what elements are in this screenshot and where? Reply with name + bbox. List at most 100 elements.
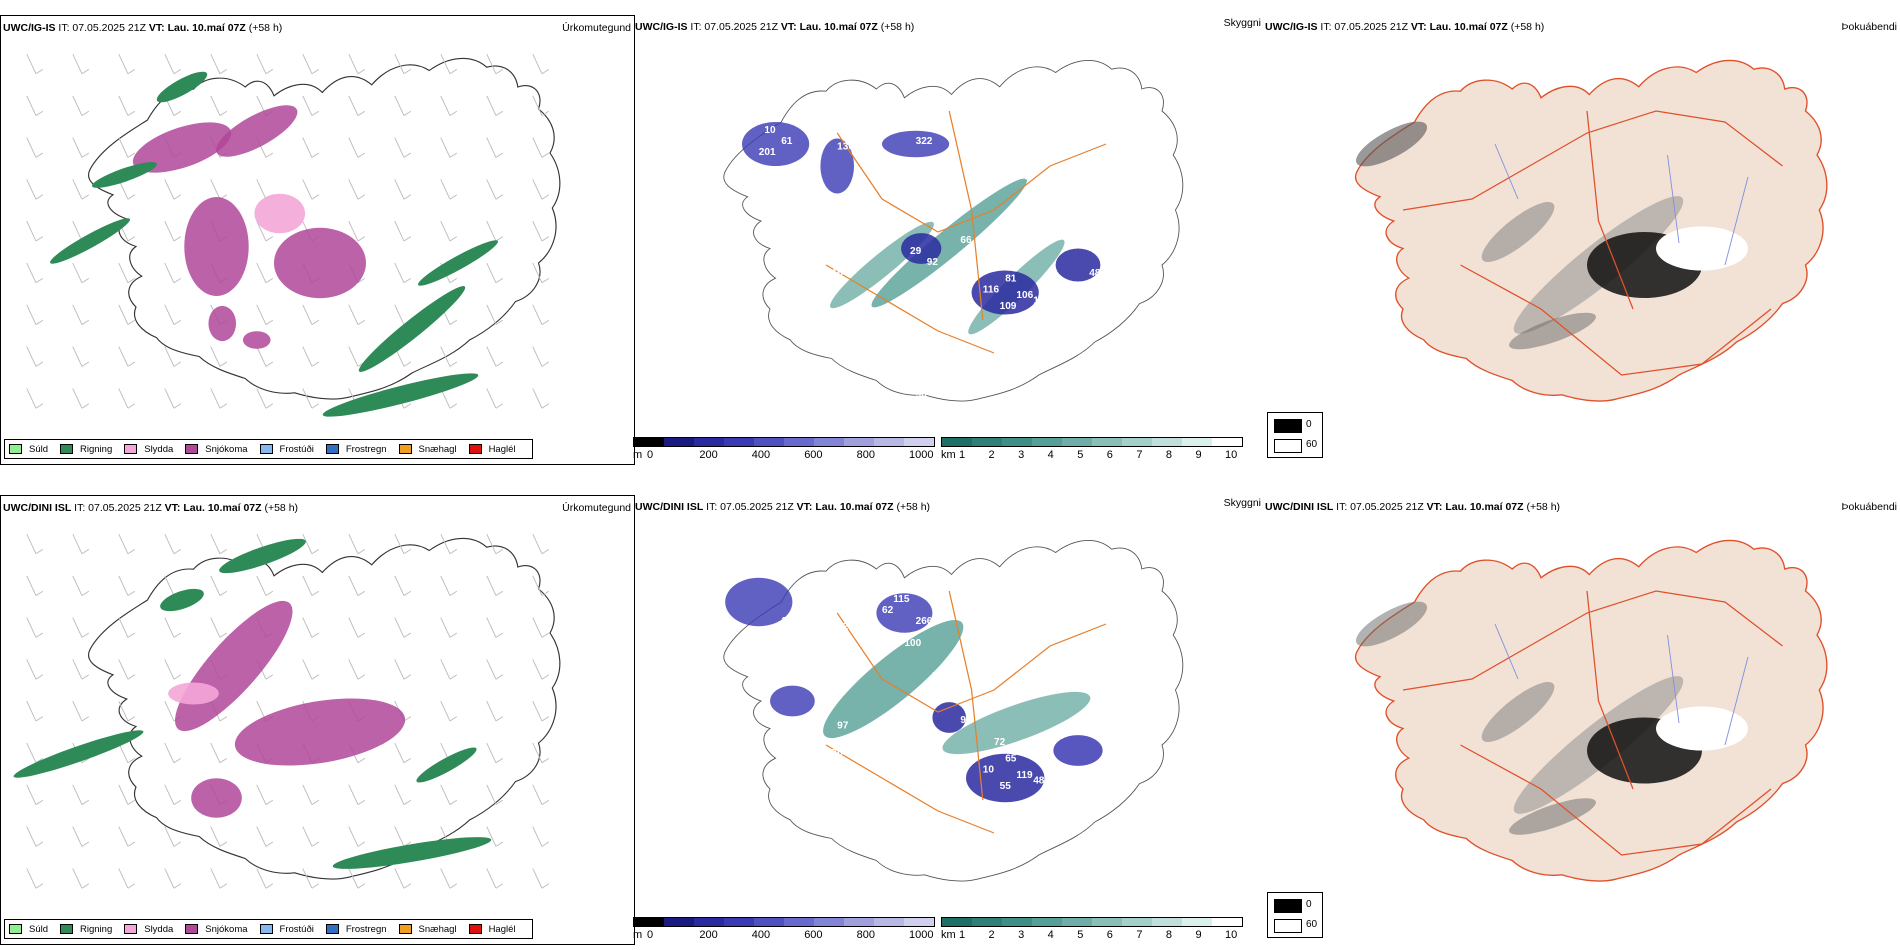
colorbar-swatch: [1212, 918, 1242, 926]
wind-barb: [26, 701, 44, 722]
wind-barb: [394, 53, 412, 75]
ceiling-value-label: 158: [798, 296, 815, 307]
wind-barb: [348, 868, 366, 889]
wind-barb: [72, 868, 90, 889]
wind-barb: [26, 262, 44, 284]
wind-barb: [118, 617, 136, 638]
wind-barb: [210, 868, 228, 889]
ceiling-value-label: 97: [927, 373, 939, 384]
wind-barb: [26, 575, 44, 596]
ceiling-value-label: 116: [983, 285, 1000, 296]
legend-item: Rigning: [60, 924, 112, 935]
wind-barb: [394, 179, 412, 200]
ceiling-value-label: 96: [916, 389, 928, 400]
wind-barb: [394, 262, 412, 284]
ceiling-value-label: 53: [759, 627, 771, 638]
wind-barb: [256, 826, 274, 847]
colorbar-swatch: [1152, 918, 1182, 926]
wind-barb: [486, 304, 504, 325]
wind-barb: [164, 742, 182, 764]
legend-item: Snæhagl: [398, 444, 457, 455]
colorbar-swatch: [1062, 918, 1092, 926]
fog-header-1: UWC/IG-IS IT: 07.05.2025 21Z VT: Lau. 10…: [1265, 21, 1545, 33]
wind-barb: [302, 388, 320, 409]
wind-barb: [440, 784, 458, 805]
ceiling-value-label: 59: [949, 754, 961, 765]
colorbar-tick: 3: [1018, 929, 1025, 941]
fog-legend-2: 0 60: [1267, 892, 1323, 938]
ceiling-value-label: 35: [1128, 257, 1140, 268]
ceiling-value-label: 72: [994, 737, 1006, 748]
colorbar-tick: 400: [751, 449, 771, 461]
ceiling-value-label: 135: [955, 389, 972, 400]
colorbar-tick: 1: [959, 929, 966, 941]
colorbar-tick: 0: [647, 449, 654, 461]
wind-barb: [348, 826, 366, 847]
wind-barb: [26, 53, 44, 75]
wind-barb: [118, 575, 136, 596]
wind-barb: [164, 784, 182, 805]
wind-barb: [118, 388, 136, 409]
legend-item: Slydda: [124, 924, 173, 935]
colorbar-swatch: [844, 438, 874, 446]
ceiling-value-label: 10: [764, 125, 776, 136]
wind-barb: [210, 53, 228, 75]
colorbar-swatch: [784, 438, 814, 446]
wind-barb: [164, 617, 182, 638]
wind-barb: [348, 659, 366, 680]
wind-barb: [532, 95, 550, 116]
legend-item: Rigning: [60, 444, 112, 455]
precip-header-1: UWC/IG-IS IT: 07.05.2025 21Z VT: Lau. 10…: [3, 22, 283, 34]
ceiling-value-label: 90: [742, 175, 754, 186]
colorbar-swatch: [972, 918, 1002, 926]
wind-barb: [348, 533, 366, 555]
wind-barb: [72, 179, 90, 200]
wind-barb: [210, 388, 228, 409]
colorbar-swatch: [694, 918, 724, 926]
wind-barb: [164, 262, 182, 284]
wind-barb: [26, 742, 44, 764]
wind-barb: [164, 304, 182, 325]
ceiling-value-label: 48: [1033, 776, 1045, 787]
wind-barbs: [26, 53, 550, 409]
wind-barb: [26, 617, 44, 638]
colorbar-swatch: [1122, 918, 1152, 926]
wind-barb: [256, 784, 274, 805]
wind-barb: [486, 137, 504, 158]
colorbar-tick: 1: [959, 449, 966, 461]
wind-barb: [486, 742, 504, 764]
wind-barb: [72, 533, 90, 555]
ceiling-value-label: 95: [826, 202, 838, 213]
colorbar-swatch: [874, 918, 904, 926]
wind-barb: [532, 262, 550, 284]
wind-barb: [440, 868, 458, 889]
wind-barb: [118, 137, 136, 158]
wind-barb: [72, 575, 90, 596]
colorbar-tick: 6: [1106, 929, 1113, 941]
wind-barb: [348, 617, 366, 638]
wind-barb: [26, 659, 44, 680]
wind-barb: [302, 533, 320, 555]
wind-barb: [302, 179, 320, 200]
wind-barb: [348, 179, 366, 200]
wind-barb: [256, 388, 274, 409]
fog-panel-2: UWC/DINI ISL IT: 07.05.2025 21Z VT: Lau.…: [1263, 495, 1900, 943]
wind-barb: [72, 262, 90, 284]
colorbar-tick: 2: [988, 449, 995, 461]
wind-barb: [302, 826, 320, 847]
colorbar-swatch: [784, 918, 814, 926]
ceiling-value-label: 150: [725, 142, 742, 153]
colorbar-tick: 7: [1136, 929, 1143, 941]
colorbar-swatch: [904, 438, 934, 446]
colorbar-swatch: [1032, 438, 1062, 446]
wind-barb: [302, 95, 320, 116]
precip-legend-2: Súld Rigning Slydda Snjókoma Frostúði Fr…: [4, 919, 533, 939]
wind-barb: [486, 346, 504, 367]
colorbar-swatch: [694, 438, 724, 446]
colorbar-swatch: [1122, 438, 1152, 446]
fog-map-1: [1354, 59, 1828, 402]
colorbar-swatch: [634, 438, 664, 446]
wind-barb: [532, 346, 550, 367]
ceiling-value-label: 92: [837, 622, 849, 633]
